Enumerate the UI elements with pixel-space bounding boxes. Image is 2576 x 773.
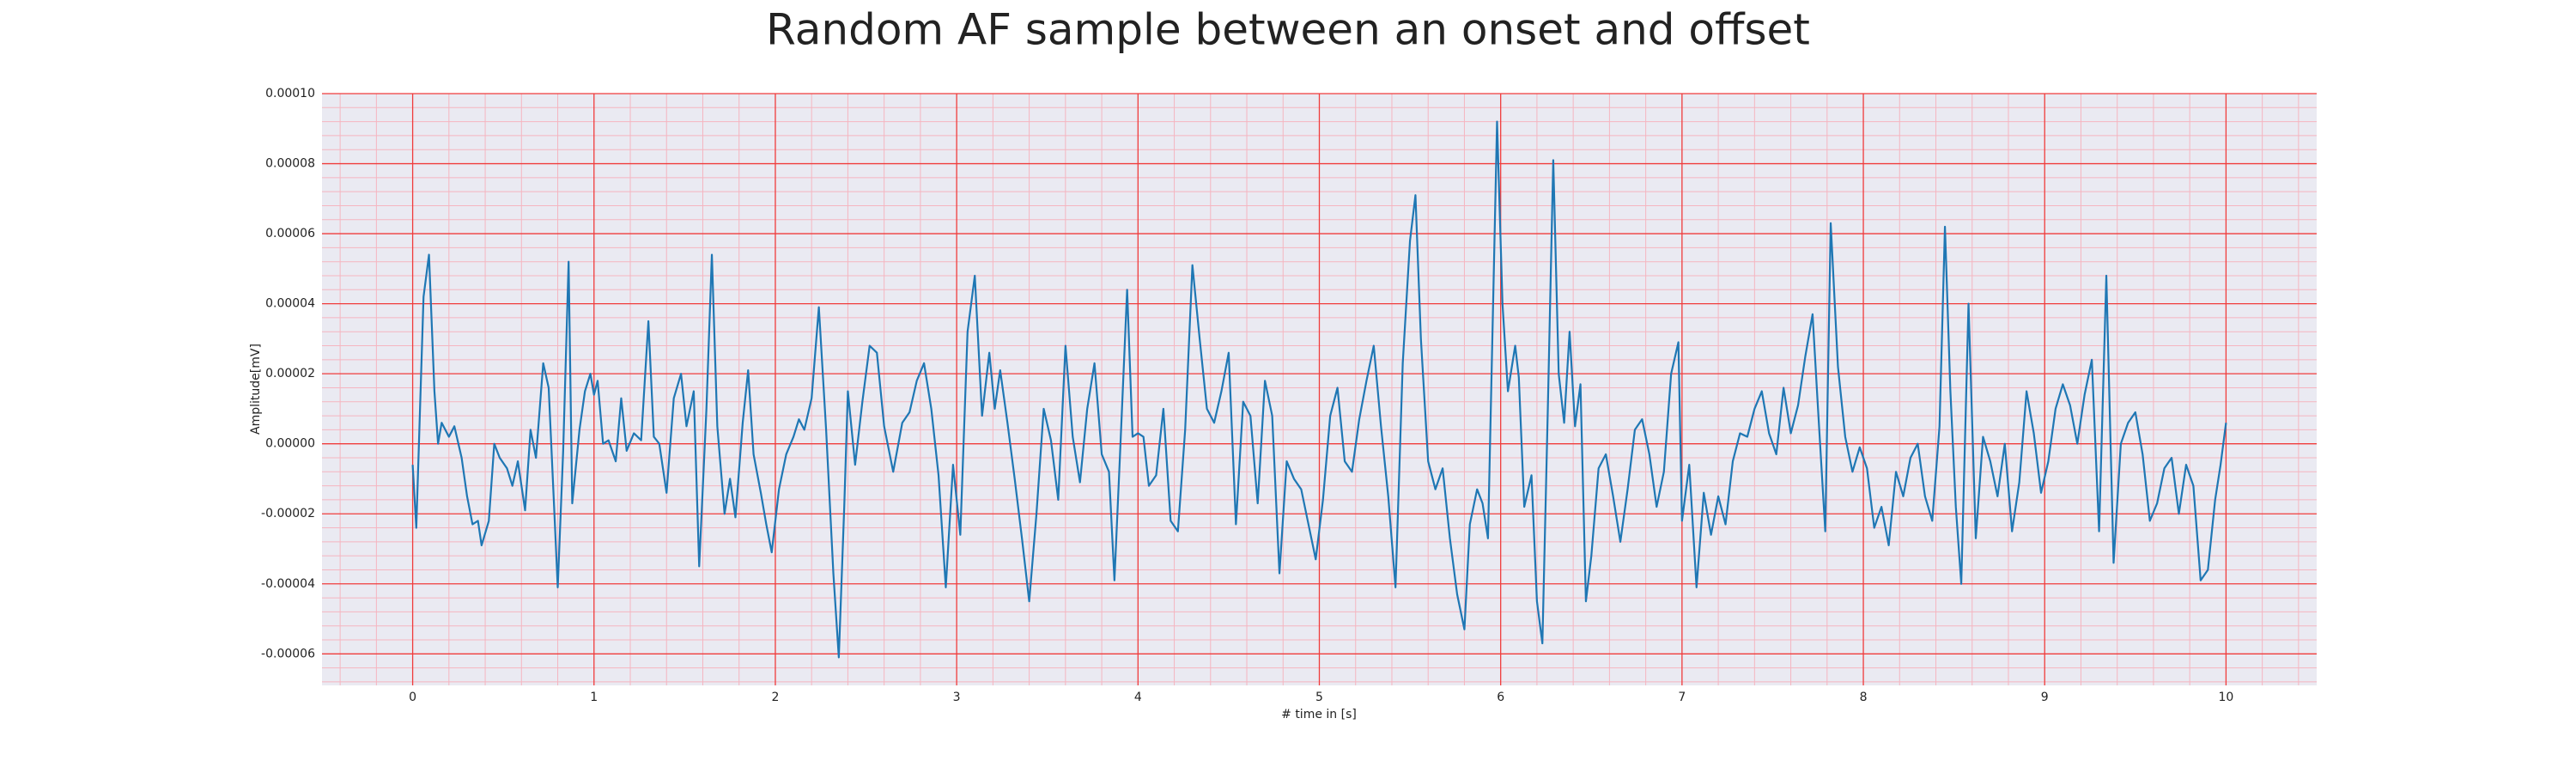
y-tick-label: 0.00010 [265,87,315,100]
y-tick-label: -0.00006 [261,647,315,660]
x-tick-label: 2 [771,691,779,704]
chart-title: Random AF sample between an onset and of… [766,5,1810,55]
y-axis-label: Amplitude[mV] [249,344,263,435]
x-tick-label: 5 [1315,691,1323,704]
signal-line [411,120,2227,659]
y-tick-label: -0.00004 [261,577,315,591]
x-tick-label: 6 [1497,691,1504,704]
y-tick-label: 0.00002 [265,367,315,380]
x-tick-label: 1 [590,691,598,704]
y-tick-label: 0.00000 [265,437,315,451]
x-tick-label: 3 [953,691,961,704]
x-tick-label: 10 [2218,691,2233,704]
x-tick-label: 9 [2041,691,2049,704]
y-tick-label: 0.00006 [265,227,315,240]
y-tick-label: 0.00004 [265,297,315,311]
x-tick-label: 4 [1134,691,1142,704]
y-tick-label: -0.00002 [261,507,315,520]
x-tick-label: 7 [1678,691,1686,704]
x-tick-label: 8 [1860,691,1868,704]
x-axis-label: # time in [s] [1281,708,1357,721]
x-tick-label: 0 [409,691,416,704]
y-tick-label: 0.00008 [265,157,315,171]
